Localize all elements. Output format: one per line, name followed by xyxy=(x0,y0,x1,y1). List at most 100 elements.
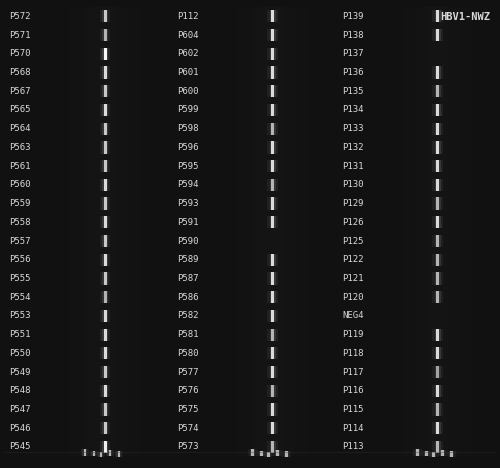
Bar xyxy=(102,197,108,210)
Bar xyxy=(104,254,106,266)
Bar xyxy=(82,7,128,456)
Text: P545: P545 xyxy=(9,442,30,452)
Bar xyxy=(436,235,439,247)
Text: P582: P582 xyxy=(178,311,199,321)
Bar xyxy=(104,385,106,397)
Bar xyxy=(436,66,439,79)
Text: P135: P135 xyxy=(342,87,364,96)
Text: P594: P594 xyxy=(178,180,199,190)
Bar xyxy=(432,160,443,172)
Text: P118: P118 xyxy=(342,349,364,358)
Bar xyxy=(271,403,274,416)
Bar xyxy=(436,160,439,172)
Bar xyxy=(432,272,443,285)
Text: P558: P558 xyxy=(9,218,30,227)
Bar xyxy=(271,123,274,135)
Bar xyxy=(436,179,439,191)
Bar xyxy=(102,291,108,303)
Text: P137: P137 xyxy=(342,49,364,58)
Text: P563: P563 xyxy=(9,143,30,152)
Bar xyxy=(268,104,278,116)
Bar xyxy=(271,403,274,416)
Bar xyxy=(100,66,110,79)
Bar xyxy=(286,451,288,457)
Bar xyxy=(271,141,274,154)
Text: P572: P572 xyxy=(9,12,30,21)
Bar xyxy=(402,7,472,456)
Bar xyxy=(271,179,274,191)
Bar xyxy=(271,329,274,341)
Bar xyxy=(449,451,454,457)
Bar xyxy=(271,310,274,322)
Text: P556: P556 xyxy=(9,255,30,264)
Bar xyxy=(104,403,106,416)
Bar xyxy=(268,291,278,303)
Bar xyxy=(271,366,274,378)
Bar xyxy=(248,449,257,456)
Bar xyxy=(416,449,419,456)
Bar xyxy=(432,329,443,341)
Bar xyxy=(250,449,255,456)
Text: P557: P557 xyxy=(9,236,30,246)
Bar xyxy=(104,366,106,378)
Bar xyxy=(447,451,456,457)
Text: P116: P116 xyxy=(342,386,364,395)
Bar xyxy=(436,272,439,285)
Bar xyxy=(436,104,439,116)
Bar xyxy=(270,179,276,191)
Bar xyxy=(268,452,270,457)
Bar xyxy=(100,441,110,453)
Bar xyxy=(425,451,428,456)
Bar xyxy=(100,366,110,378)
Bar xyxy=(271,197,274,210)
Text: P596: P596 xyxy=(178,143,199,152)
Bar xyxy=(438,450,447,456)
Bar xyxy=(271,85,274,97)
Bar xyxy=(100,216,110,228)
Bar xyxy=(282,451,291,457)
Bar xyxy=(271,10,274,22)
Bar xyxy=(436,104,439,116)
Bar xyxy=(415,449,420,456)
Bar xyxy=(432,422,443,434)
Bar xyxy=(100,254,110,266)
Bar xyxy=(104,422,106,434)
Bar xyxy=(268,66,278,79)
Text: P581: P581 xyxy=(178,330,199,339)
Text: P136: P136 xyxy=(342,68,364,77)
Bar xyxy=(271,272,274,285)
Bar xyxy=(286,451,288,457)
Bar xyxy=(102,272,108,285)
Bar xyxy=(100,197,110,210)
Text: P555: P555 xyxy=(9,274,30,283)
Text: P115: P115 xyxy=(342,405,364,414)
Text: P593: P593 xyxy=(178,199,199,208)
Bar xyxy=(271,422,274,434)
Bar xyxy=(102,366,108,378)
Bar xyxy=(432,385,443,397)
Bar xyxy=(434,10,440,22)
Bar xyxy=(100,422,110,434)
Bar xyxy=(116,451,121,457)
Bar xyxy=(450,451,453,457)
Bar xyxy=(108,450,111,456)
Text: P126: P126 xyxy=(342,218,364,227)
Bar xyxy=(268,441,278,453)
Text: P571: P571 xyxy=(9,30,30,40)
Bar xyxy=(270,66,276,79)
Bar xyxy=(102,66,108,79)
Bar xyxy=(100,123,110,135)
Bar xyxy=(104,329,106,341)
Bar xyxy=(260,451,263,456)
Bar xyxy=(104,123,106,135)
Bar xyxy=(104,197,106,210)
Text: P112: P112 xyxy=(178,12,199,21)
Bar xyxy=(268,422,278,434)
Bar xyxy=(100,272,110,285)
Bar xyxy=(70,7,140,456)
Bar xyxy=(100,235,110,247)
Bar xyxy=(436,385,439,397)
Text: P551: P551 xyxy=(9,330,30,339)
Bar xyxy=(108,450,112,456)
Bar xyxy=(104,66,106,79)
